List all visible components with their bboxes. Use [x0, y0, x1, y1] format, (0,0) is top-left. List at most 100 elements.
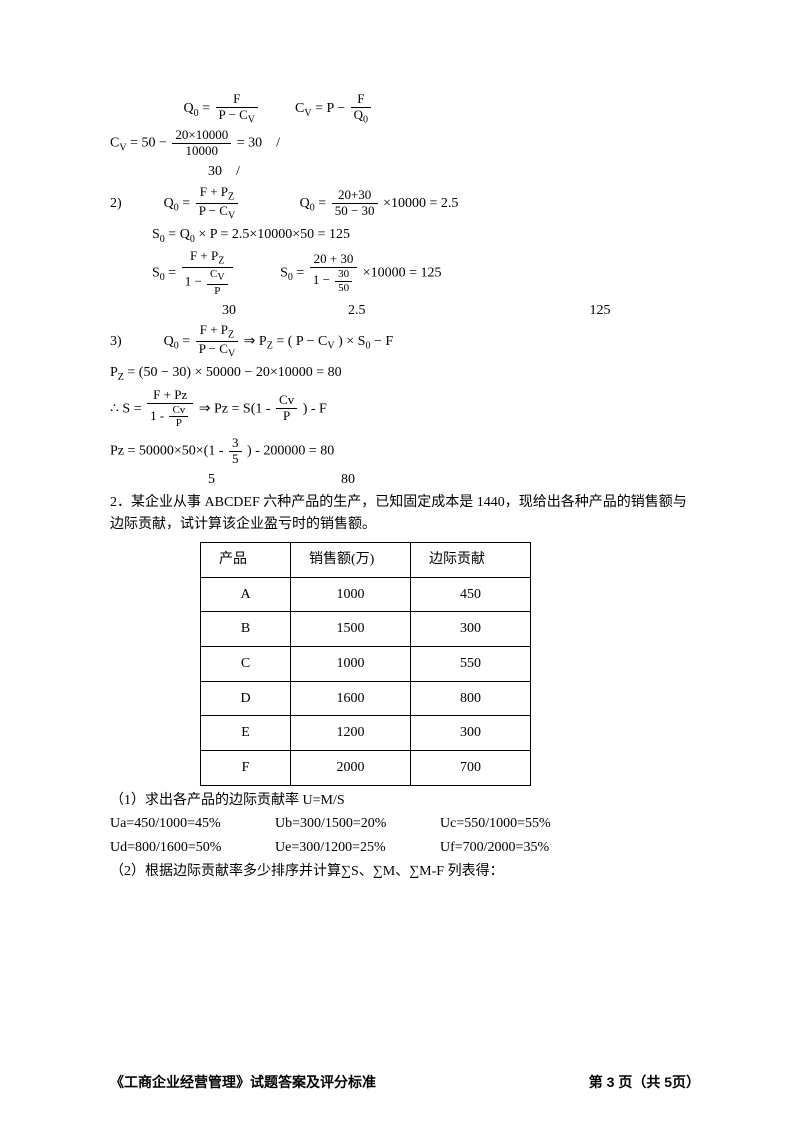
sub: 0	[288, 272, 293, 283]
sub: 0	[310, 202, 315, 213]
line-7: 30 2.5 125	[110, 300, 700, 322]
line-8: 3) Q0 = F + PZ P − CV ⇒ PZ = ( P − CV ) …	[110, 323, 700, 360]
cell: 1600	[291, 681, 411, 716]
cell: 300	[411, 612, 531, 647]
denominator: 10000	[172, 144, 231, 159]
col-product: 产品	[201, 542, 291, 577]
sub: 0	[190, 234, 195, 245]
products-table: 产品 销售额(万) 边际贡献 A1000450 B1500300 C100055…	[200, 542, 531, 786]
sub: V	[327, 341, 334, 352]
fraction: F + PZ 1 − CV P	[182, 249, 233, 297]
fraction: 20 + 30 1 − 30 50	[310, 252, 357, 294]
text: =	[182, 195, 193, 210]
numerator: F + PZ	[182, 249, 233, 268]
q2-part2-label: （2）根据边际贡献率多少排序并计算∑S、∑M、∑M-F 列表得：	[110, 861, 700, 883]
line-6: S0 = F + PZ 1 − CV P S0 = 20 + 30 1 − 30…	[110, 249, 700, 297]
text: = Q	[168, 227, 190, 242]
sub: 0	[174, 202, 179, 213]
text: =	[182, 334, 193, 349]
text: S	[110, 227, 160, 242]
col-sales: 销售额(万)	[291, 542, 411, 577]
answer-row-2: Ud=800/1600=50% Ue=300/1200=25% Uf=700/2…	[110, 837, 700, 859]
text: − F	[374, 334, 393, 349]
numerator: F + PZ	[196, 323, 238, 342]
fraction: 20+30 50 − 30	[332, 188, 378, 219]
table-row: B1500300	[201, 612, 531, 647]
numerator: F + Pz	[147, 388, 193, 404]
denominator: 1 - Cv P	[147, 404, 193, 430]
footer-page: 第 3 页（共 5页）	[589, 1072, 700, 1094]
sub: V	[304, 108, 311, 119]
cell: 1500	[291, 612, 411, 647]
fraction: F P − CV	[216, 92, 258, 126]
text: ) - 200000 = 80	[247, 444, 334, 459]
text: S	[238, 266, 288, 281]
cell: E	[201, 716, 291, 751]
fraction: Cv P	[276, 393, 297, 424]
page-footer: 《工商企业经营管理》试题答案及评分标准 第 3 页（共 5页）	[110, 1072, 700, 1094]
text: ⇒ Pz = S(1 -	[199, 401, 274, 416]
text: = (50 − 30) × 50000 − 20×10000 = 80	[127, 365, 341, 380]
cell: F	[201, 750, 291, 785]
products-table-wrap: 产品 销售额(万) 边际贡献 A1000450 B1500300 C100055…	[200, 542, 700, 786]
text: ×10000 = 125	[363, 266, 442, 281]
fraction: F + Pz 1 - Cv P	[147, 388, 193, 430]
text: Q	[184, 101, 194, 116]
denominator: 50 − 30	[332, 204, 378, 219]
text: Q	[244, 195, 310, 210]
numerator: 20×10000	[172, 128, 231, 144]
sub: 0	[160, 272, 165, 283]
numerator: 3	[229, 436, 242, 452]
cell: 300	[411, 716, 531, 751]
text: ) - F	[303, 401, 327, 416]
sub: 0	[194, 108, 199, 119]
denominator: P − CV	[216, 108, 258, 126]
text: × P = 2.5×10000×50 = 125	[198, 227, 350, 242]
text: C	[264, 101, 305, 116]
denominator: P − CV	[196, 204, 238, 222]
fraction: F + PZ P − CV	[196, 323, 238, 360]
cell: C	[201, 646, 291, 681]
cell: 700	[411, 750, 531, 785]
text: ⇒ P	[244, 334, 267, 349]
fraction: F + PZ P − CV	[196, 185, 238, 222]
cell: 1000	[291, 577, 411, 612]
line-12: 5 80	[110, 469, 700, 491]
q2-text: 2．某企业从事 ABCDEF 六种产品的生产，已知固定成本是 1440，现给出各…	[110, 492, 700, 535]
line-2: CV = 50 − 20×10000 10000 = 30 /	[110, 128, 700, 159]
numerator: 20+30	[332, 188, 378, 204]
cell: 2000	[291, 750, 411, 785]
line-11: Pz = 50000×50×(1 - 3 5 ) - 200000 = 80	[110, 436, 700, 467]
footer-title: 《工商企业经营管理》试题答案及评分标准	[110, 1072, 376, 1094]
text: = 30 /	[237, 136, 280, 151]
line-5: S0 = Q0 × P = 2.5×10000×50 = 125	[110, 224, 700, 247]
numerator: Cv	[276, 393, 297, 409]
text: = 50 −	[130, 136, 170, 151]
text: ×10000 = 2.5	[383, 195, 458, 210]
cell: 1200	[291, 716, 411, 751]
text: =	[296, 266, 307, 281]
sub: 0	[365, 341, 370, 352]
text: S	[110, 266, 160, 281]
cell: B	[201, 612, 291, 647]
answer: Ub=300/1500=20%	[275, 813, 440, 835]
denominator: Q0	[351, 108, 371, 126]
table-row: C1000550	[201, 646, 531, 681]
fraction: 3 5	[229, 436, 242, 467]
cell: 450	[411, 577, 531, 612]
table-header-row: 产品 销售额(万) 边际贡献	[201, 542, 531, 577]
table-row: E1200300	[201, 716, 531, 751]
answer: Ua=450/1000=45%	[110, 813, 275, 835]
table-row: A1000450	[201, 577, 531, 612]
cell: D	[201, 681, 291, 716]
text: 5 80	[110, 472, 355, 487]
cell: A	[201, 577, 291, 612]
numerator: 20 + 30	[310, 252, 357, 268]
text: =	[168, 266, 179, 281]
line-9: PZ = (50 − 30) × 50000 − 20×10000 = 80	[110, 362, 700, 385]
line-4: 2) Q0 = F + PZ P − CV Q0 = 20+30 50 − 30…	[110, 185, 700, 222]
cell: 800	[411, 681, 531, 716]
answer: Ue=300/1200=25%	[275, 837, 440, 859]
text	[110, 101, 180, 116]
text: 30 2.5 125	[110, 303, 611, 318]
